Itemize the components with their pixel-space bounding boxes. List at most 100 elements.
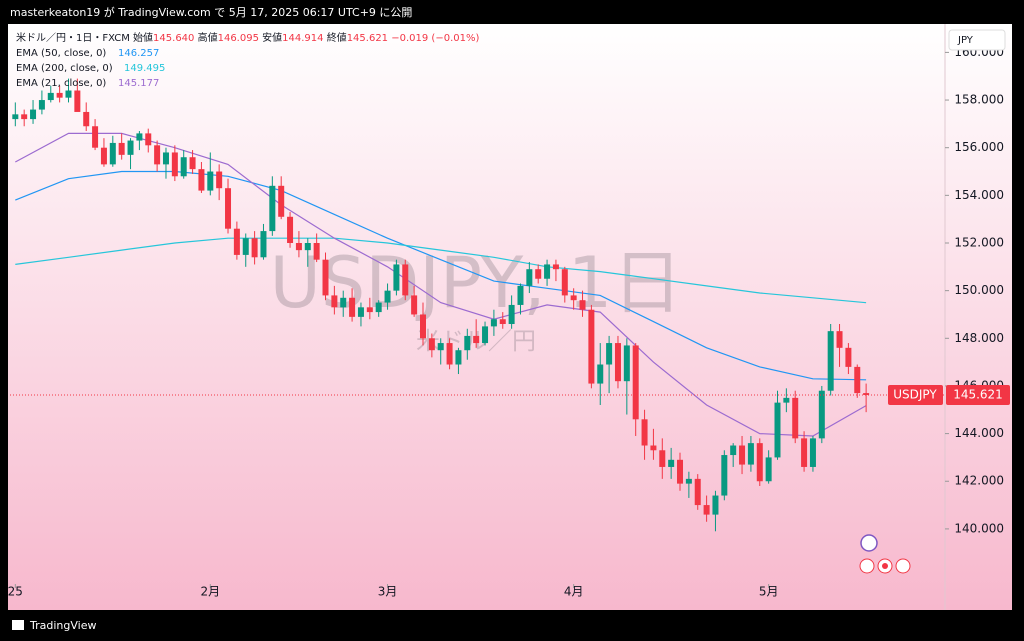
candle-body [614,343,621,382]
currency-box[interactable] [948,29,1006,51]
last-symbol-box [888,384,943,405]
symbol-bar: 米ドル／円・1日・FXCM 始値145.640 高値146.095 安値144.… [16,31,479,44]
candle-body [783,397,790,403]
legend-name: EMA (50, close, 0) [16,48,106,59]
candle-body [552,264,559,270]
change: −0.019 (−0.01%) [391,33,479,44]
candle-body [499,319,506,325]
event-icons [859,534,911,574]
candle-body [863,393,870,395]
candle-body [721,455,728,496]
candle-body [21,114,28,120]
candle-body [225,188,232,229]
candle-body [251,238,258,258]
candle-body [668,459,675,467]
candle-body [109,142,116,165]
candle-body [349,297,356,317]
y-tick-label: 158.000 [954,93,1004,107]
candle-body [12,114,19,120]
candle-body [260,231,267,258]
candle-body [47,92,54,101]
candle-body [588,309,595,384]
candle-body [818,390,825,439]
candle-body [74,90,81,112]
low-label: 安値 [262,31,282,44]
candle-body [331,295,338,308]
candle-body [685,478,692,484]
y-tick-label: 148.000 [954,331,1004,345]
candle-body [38,100,45,110]
candle-body [774,402,781,458]
icon[interactable] [895,558,911,574]
candle-body [295,242,302,251]
candle-body [216,171,223,189]
candle-body [739,445,746,465]
candle-body [366,307,373,313]
candle-body [411,295,418,315]
brand: TradingView [29,619,96,632]
candle-body [92,126,99,148]
symbol: 米ドル／円・1日・FXCM [16,31,130,44]
open-label: 始値 [133,31,153,44]
candle-body [189,157,196,170]
icon[interactable] [860,534,878,552]
legend-value: 145.177 [118,78,159,89]
candle-body [287,216,294,243]
footer-bar [0,610,1024,641]
y-tick-label: 142.000 [954,474,1004,488]
y-tick-label: 156.000 [954,140,1004,154]
candle-body [56,92,63,98]
candle-body [455,350,462,365]
candle-body [437,343,444,351]
candle-body [340,297,347,308]
candle-body [207,171,214,191]
candle-body [393,264,400,291]
y-tick-label: 150.000 [954,283,1004,297]
candle-body [473,335,480,344]
candle-body [677,459,684,484]
candle-body [730,445,737,456]
currency[interactable]: JPY [957,35,974,46]
candle-body [375,302,382,313]
candle-body [100,147,107,165]
plot: 140.000142.000144.000146.000148.000150.0… [8,45,1010,599]
candle-body [464,335,471,351]
ema-line [15,237,867,304]
close: 145.621 [347,33,388,44]
candle-body [65,90,72,98]
icon[interactable] [859,558,875,574]
candle-body [162,152,169,165]
candle-body [570,295,577,301]
candle-body [171,152,178,177]
candle-body [419,314,426,339]
candle-body [827,331,834,391]
candle-body [482,326,489,344]
candle-body [606,343,613,365]
candle-body [836,331,843,348]
close-label: 終値 [327,31,347,44]
candle-body [242,238,249,255]
candle-body [535,269,542,279]
y-tick-label: 144.000 [954,426,1004,440]
candle-body [792,397,799,439]
x-tick-label: 2月 [200,585,220,599]
icon [882,563,888,569]
candle-body [357,307,364,317]
candle-body [597,364,604,384]
candle-body [712,495,719,515]
candle-body [632,345,639,420]
candle-body [118,142,125,155]
candle-body [809,438,816,467]
y-tick-label: 152.000 [954,235,1004,249]
y-tick-label: 140.000 [954,521,1004,535]
low: 144.914 [282,33,323,44]
candle-body [83,111,90,127]
x-tick-label: 3月 [378,585,398,599]
x-tick-label: 5月 [759,585,779,599]
candle-body [517,285,524,305]
legend-value: 146.257 [118,48,159,59]
x-tick-label: 25 [8,585,23,599]
candle-body [278,185,285,217]
